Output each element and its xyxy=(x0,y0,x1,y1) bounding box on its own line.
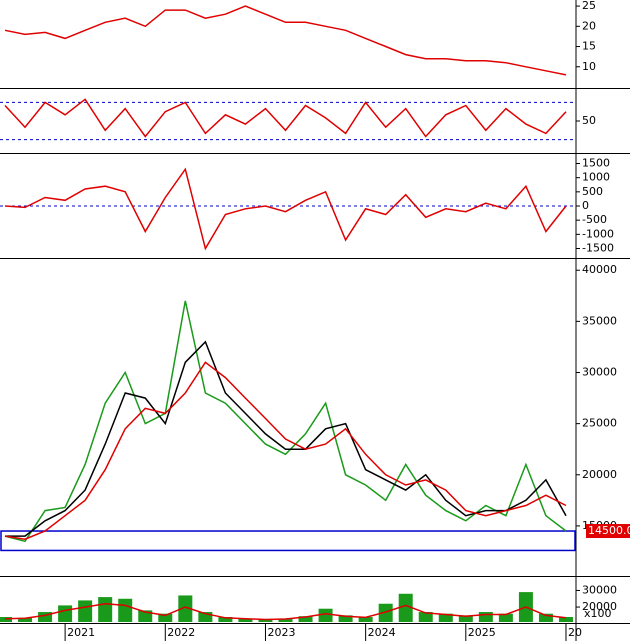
volume-bar xyxy=(318,608,333,622)
volume-bar xyxy=(558,617,573,622)
y-tick-label: 1000 xyxy=(582,171,610,184)
y-tick-label: -500 xyxy=(582,213,607,226)
x-tick-label: 2024 xyxy=(368,626,396,639)
y-tick-label: 1500 xyxy=(582,157,610,170)
price-marker xyxy=(586,524,630,539)
y-tick-label: 10 xyxy=(582,60,596,73)
y-tick-label: -1000 xyxy=(582,227,614,240)
unit-label: x100 xyxy=(584,607,612,620)
volume-bar xyxy=(358,617,373,622)
volume-bar xyxy=(38,612,53,622)
y-tick-label: 40000 xyxy=(582,263,617,276)
series-line xyxy=(4,98,567,138)
volume-bar xyxy=(398,593,413,622)
y-tick-label: 20000 xyxy=(582,600,617,613)
y-tick-label: 500 xyxy=(582,185,603,198)
price-marker-label: 14500.00 xyxy=(588,524,630,537)
volume-bar xyxy=(438,613,453,622)
volume-bar xyxy=(478,612,493,622)
y-tick-label: 50 xyxy=(582,114,596,127)
volume-bar xyxy=(338,615,353,622)
y-tick-label: 30000 xyxy=(582,366,617,379)
series-line xyxy=(4,602,567,621)
x-tick-label: 2021 xyxy=(67,626,95,639)
volume-bar xyxy=(138,610,153,622)
y-tick-label: 30000 xyxy=(582,583,617,596)
y-tick-label: 20 xyxy=(582,19,596,32)
volume-bar xyxy=(198,612,213,622)
y-tick-label: 35000 xyxy=(582,314,617,327)
x-tick-label: 2022 xyxy=(167,626,195,639)
volume-bar xyxy=(458,615,473,622)
y-tick-label: 20000 xyxy=(582,468,617,481)
series-line xyxy=(4,5,567,76)
y-tick-label: 25000 xyxy=(582,417,617,430)
volume-bar xyxy=(78,600,93,622)
x-tick-label: 20 xyxy=(568,626,582,639)
volume-bar xyxy=(278,618,293,622)
series-line xyxy=(4,167,567,251)
y-tick-label: 0 xyxy=(582,199,589,212)
volume-bar xyxy=(58,605,73,622)
series-line xyxy=(5,340,567,537)
series-line xyxy=(4,300,567,543)
volume-bar xyxy=(238,618,253,622)
volume-bar xyxy=(118,598,133,622)
x-tick-label: 2025 xyxy=(468,626,496,639)
zone-box xyxy=(0,530,576,552)
y-tick-label: -1500 xyxy=(582,242,614,255)
y-tick-label: 15 xyxy=(582,40,596,53)
volume-bar xyxy=(418,612,433,622)
x-tick-label: 2023 xyxy=(267,626,295,639)
volume-bar xyxy=(498,613,513,622)
volume-bar xyxy=(538,613,553,622)
volume-bar xyxy=(218,617,233,622)
volume-bar xyxy=(378,603,393,622)
volume-bar xyxy=(158,613,173,622)
volume-bar xyxy=(98,597,113,622)
volume-bar xyxy=(298,616,313,622)
y-tick-label: 25 xyxy=(582,0,596,12)
volume-bar xyxy=(258,619,273,622)
volume-bar xyxy=(18,617,33,622)
volume-bar xyxy=(0,617,13,622)
series-line xyxy=(4,361,567,540)
volume-bar xyxy=(178,595,193,622)
